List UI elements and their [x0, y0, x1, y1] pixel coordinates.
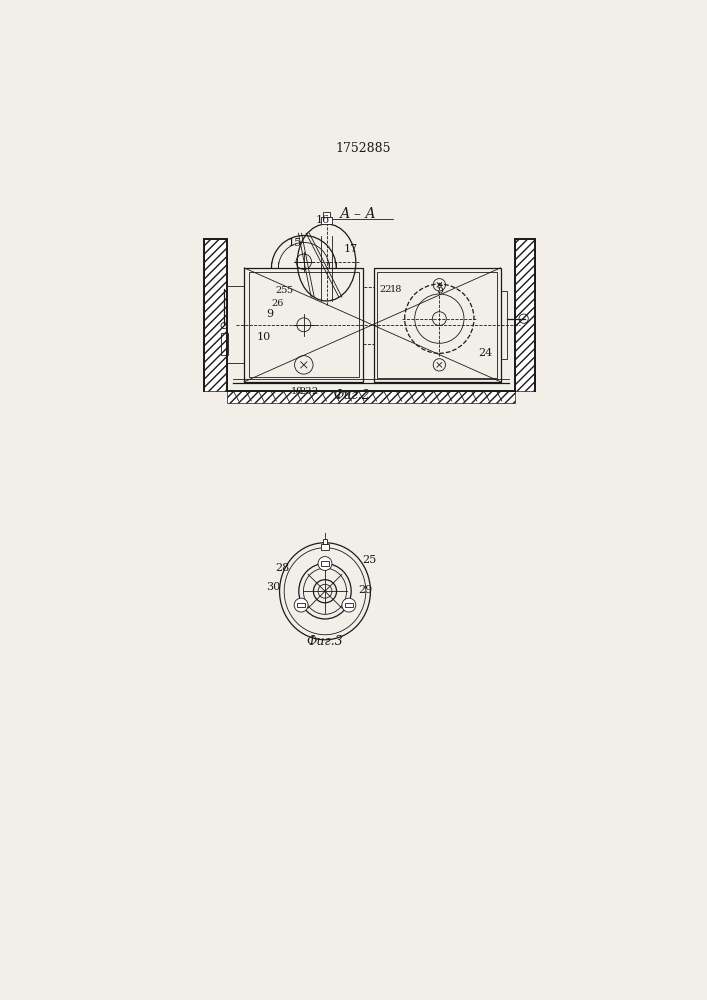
Bar: [297, 603, 305, 607]
Text: 26: 26: [271, 299, 284, 308]
Text: 22: 22: [380, 285, 392, 294]
Bar: [249, 272, 359, 377]
Bar: [378, 272, 497, 378]
Bar: [227, 391, 515, 403]
Circle shape: [294, 598, 308, 612]
Text: Фиг.3: Фиг.3: [307, 635, 344, 648]
Text: 1752885: 1752885: [335, 142, 390, 155]
Bar: [515, 239, 535, 391]
Bar: [244, 268, 363, 382]
Bar: [363, 287, 373, 344]
Text: 10: 10: [257, 332, 271, 342]
Text: 24: 24: [478, 348, 492, 358]
Text: 5: 5: [437, 285, 444, 295]
Bar: [227, 286, 244, 363]
Bar: [322, 539, 327, 544]
Bar: [221, 333, 228, 355]
Bar: [321, 561, 329, 566]
Text: 25: 25: [363, 555, 377, 565]
Text: 23: 23: [300, 387, 312, 396]
Text: 17: 17: [344, 244, 358, 254]
Text: 9: 9: [266, 309, 273, 319]
Circle shape: [342, 598, 356, 612]
Text: 15: 15: [288, 238, 302, 248]
Bar: [324, 212, 329, 217]
Bar: [373, 268, 501, 382]
Text: 5: 5: [286, 286, 293, 295]
Text: 29: 29: [358, 585, 373, 595]
Bar: [321, 543, 329, 550]
Bar: [204, 239, 227, 391]
Text: 19: 19: [291, 387, 303, 396]
Text: Фиг.2: Фиг.2: [334, 389, 370, 402]
Text: 18: 18: [390, 285, 402, 294]
Text: 2: 2: [311, 387, 317, 396]
Text: 28: 28: [276, 563, 290, 573]
Text: 30: 30: [267, 582, 281, 592]
Bar: [501, 291, 508, 359]
Text: 25: 25: [275, 286, 287, 295]
Circle shape: [318, 557, 332, 570]
Bar: [345, 603, 353, 607]
Text: А – А: А – А: [340, 207, 376, 221]
Bar: [321, 217, 332, 224]
Text: 16: 16: [315, 215, 329, 225]
